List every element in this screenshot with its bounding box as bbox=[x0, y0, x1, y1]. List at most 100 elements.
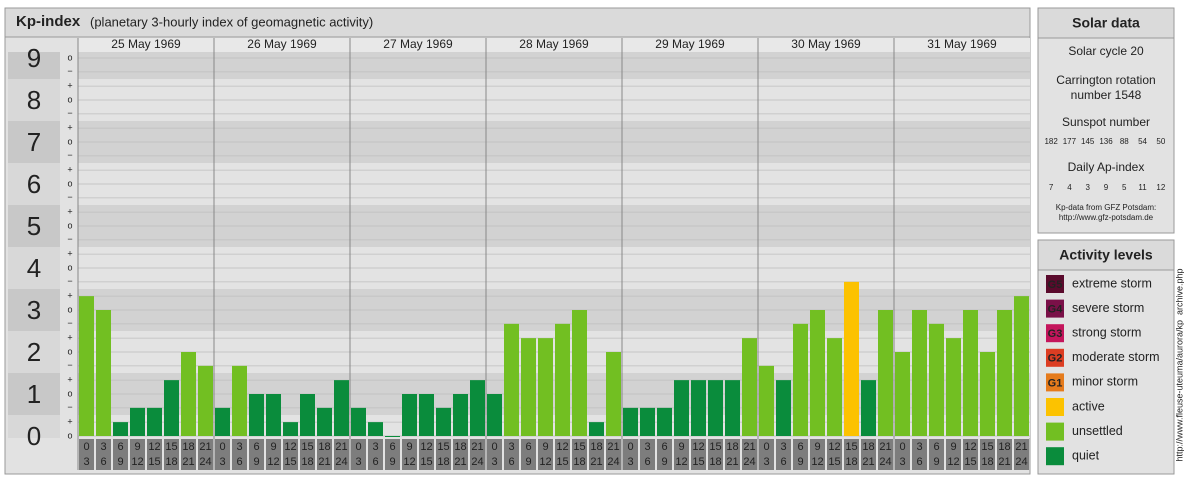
x-tick-label: 6 bbox=[525, 441, 531, 453]
x-tick-label: 9 bbox=[678, 441, 684, 453]
x-tick-label: 0 bbox=[763, 441, 769, 453]
level-label: minor storm bbox=[1072, 375, 1138, 389]
axis-band bbox=[8, 247, 60, 289]
x-tick-label: 9 bbox=[661, 456, 667, 468]
x-cell bbox=[691, 439, 706, 470]
x-cell bbox=[351, 439, 366, 470]
x-cell bbox=[181, 439, 196, 470]
sunspot-value: 50 bbox=[1156, 137, 1165, 146]
x-tick-label: 9 bbox=[270, 441, 276, 453]
x-tick-label: 0 bbox=[355, 441, 361, 453]
bar bbox=[96, 310, 111, 436]
ap-value: 5 bbox=[1122, 183, 1127, 192]
x-tick-label: 0 bbox=[491, 441, 497, 453]
x-tick-label: 0 bbox=[219, 441, 225, 453]
x-tick-label: 18 bbox=[998, 441, 1010, 453]
x-tick-label: 3 bbox=[508, 441, 514, 453]
x-tick-label: 6 bbox=[933, 441, 939, 453]
x-tick-label: 21 bbox=[743, 441, 755, 453]
x-tick-label: 9 bbox=[134, 441, 140, 453]
sunspot-title: Sunspot number bbox=[1062, 115, 1150, 129]
minor-tick-label: o bbox=[67, 430, 72, 440]
x-cell bbox=[300, 439, 315, 470]
x-tick-label: 12 bbox=[556, 441, 568, 453]
x-cell bbox=[997, 439, 1012, 470]
credit: http://www.fleuse-uteuma/aurora/kp_archi… bbox=[1174, 268, 1184, 461]
x-cell bbox=[708, 439, 723, 470]
bar bbox=[351, 407, 366, 436]
x-cell bbox=[810, 439, 825, 470]
bar bbox=[317, 407, 332, 436]
x-cell bbox=[946, 439, 961, 470]
x-tick-label: 15 bbox=[981, 441, 993, 453]
level-label: quiet bbox=[1072, 448, 1100, 462]
x-tick-label: 21 bbox=[182, 456, 194, 468]
x-tick-label: 21 bbox=[879, 441, 891, 453]
bar bbox=[1014, 296, 1029, 436]
minor-tick-label: − bbox=[67, 192, 72, 202]
day-label: 27 May 1969 bbox=[383, 37, 453, 51]
minor-tick-label: + bbox=[67, 333, 72, 343]
minor-tick-label: + bbox=[67, 417, 72, 427]
bar bbox=[470, 380, 485, 436]
x-cell bbox=[623, 439, 638, 470]
bar bbox=[793, 323, 808, 436]
x-tick-label: 9 bbox=[950, 441, 956, 453]
bar bbox=[861, 380, 876, 436]
bar bbox=[368, 422, 383, 436]
minor-tick-label: o bbox=[67, 136, 72, 146]
level-label: active bbox=[1072, 399, 1105, 413]
axis-band bbox=[8, 205, 60, 247]
level-swatch bbox=[1046, 348, 1064, 367]
x-tick-label: 21 bbox=[1015, 441, 1027, 453]
y-tick-label: 0 bbox=[27, 421, 41, 451]
bar bbox=[725, 380, 740, 436]
level-swatch bbox=[1046, 422, 1064, 441]
minor-tick-label: − bbox=[67, 402, 72, 412]
carrington: number 1548 bbox=[1071, 88, 1142, 102]
x-cell bbox=[895, 439, 910, 470]
level-code: G5 bbox=[1048, 279, 1063, 291]
x-cell bbox=[1014, 439, 1029, 470]
bar bbox=[640, 407, 655, 436]
minor-tick-label: − bbox=[67, 318, 72, 328]
x-tick-label: 15 bbox=[964, 456, 976, 468]
y-tick-label: 9 bbox=[27, 43, 41, 73]
x-cell bbox=[640, 439, 655, 470]
x-tick-label: 21 bbox=[335, 441, 347, 453]
x-tick-label: 3 bbox=[899, 456, 905, 468]
level-code: G2 bbox=[1048, 353, 1063, 365]
x-cell bbox=[555, 439, 570, 470]
y-tick-label: 5 bbox=[27, 211, 41, 241]
axis-band bbox=[8, 289, 60, 331]
solar-title-bar bbox=[1037, 7, 1175, 39]
x-cell bbox=[147, 439, 162, 470]
axis-band bbox=[8, 415, 60, 438]
ap-value: 12 bbox=[1156, 183, 1165, 192]
bar bbox=[674, 380, 689, 436]
bar bbox=[249, 394, 264, 436]
x-tick-label: 18 bbox=[862, 441, 874, 453]
level-label: moderate storm bbox=[1072, 350, 1160, 364]
minor-tick-label: + bbox=[67, 207, 72, 217]
x-cell bbox=[538, 439, 553, 470]
level-label: extreme storm bbox=[1072, 276, 1152, 290]
x-cell bbox=[861, 439, 876, 470]
bar bbox=[538, 338, 553, 436]
x-tick-label: 12 bbox=[964, 441, 976, 453]
bar bbox=[946, 338, 961, 436]
bar bbox=[929, 323, 944, 436]
x-tick-label: 12 bbox=[267, 456, 279, 468]
bar bbox=[980, 352, 995, 436]
bar bbox=[963, 310, 978, 436]
y-tick-label: 7 bbox=[27, 127, 41, 157]
sunspot-value: 145 bbox=[1081, 137, 1095, 146]
bar bbox=[623, 407, 638, 436]
x-tick-label: 21 bbox=[590, 456, 602, 468]
day-label: 28 May 1969 bbox=[519, 37, 589, 51]
bar bbox=[912, 310, 927, 436]
x-cell bbox=[215, 439, 230, 470]
x-tick-label: 12 bbox=[403, 456, 415, 468]
x-tick-label: 21 bbox=[607, 441, 619, 453]
